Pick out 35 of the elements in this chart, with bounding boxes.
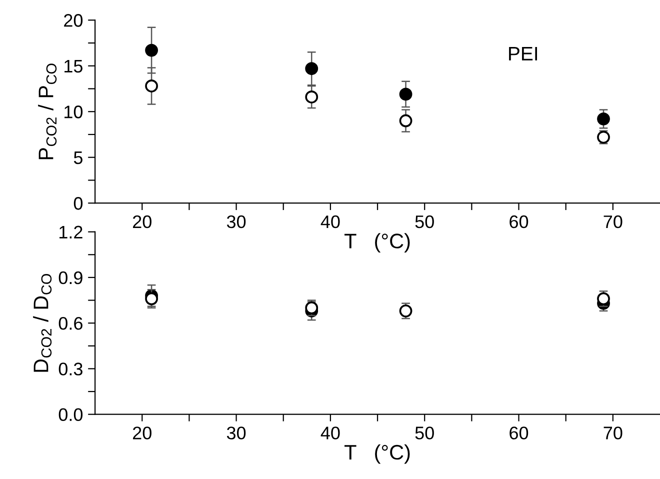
y-tick-label: 20 bbox=[64, 14, 83, 27]
annotation: PEI bbox=[509, 46, 538, 60]
point bbox=[145, 80, 158, 92]
y-tick-label: 10 bbox=[64, 106, 83, 118]
x-tick-label: 50 bbox=[415, 426, 434, 440]
point bbox=[597, 112, 610, 126]
y-tick-label: 0.0 bbox=[58, 408, 83, 422]
x-tick-label: 50 bbox=[415, 215, 434, 228]
x-axis-title: T (°C) bbox=[344, 444, 410, 464]
y-axis-title: D$_{CO2}$ / D$_{CO}$ bbox=[33, 274, 52, 372]
point bbox=[145, 44, 158, 57]
x-tick-label: 30 bbox=[226, 215, 246, 228]
y-tick-label: 0.9 bbox=[58, 271, 82, 284]
x-axis-title: T (°C) bbox=[344, 233, 410, 253]
point bbox=[399, 88, 412, 101]
x-tick-label: 60 bbox=[510, 426, 528, 440]
x-tick-label: 60 bbox=[510, 215, 528, 228]
point bbox=[399, 114, 412, 128]
x-tick-label: 20 bbox=[132, 426, 152, 440]
y-tick-label: 5 bbox=[74, 151, 82, 164]
x-tick-label: 70 bbox=[604, 426, 622, 440]
x-tick-label: 40 bbox=[320, 215, 340, 228]
y-tick-label: 1.2 bbox=[60, 226, 82, 238]
y-tick-label: 0 bbox=[74, 197, 83, 210]
y-tick-label: 0.3 bbox=[58, 362, 82, 376]
y-axis-title: P$_{CO2}$ / P$_{CO}$ bbox=[38, 64, 57, 160]
x-tick-label: 30 bbox=[226, 426, 246, 440]
y-tick-label: 0.6 bbox=[58, 317, 82, 330]
y-tick-label: 15 bbox=[64, 60, 82, 73]
x-tick-label: 70 bbox=[604, 215, 622, 228]
point bbox=[305, 62, 318, 76]
point bbox=[305, 90, 318, 104]
point bbox=[145, 292, 158, 306]
x-tick-label: 40 bbox=[320, 426, 340, 440]
x-tick-label: 20 bbox=[132, 215, 152, 228]
